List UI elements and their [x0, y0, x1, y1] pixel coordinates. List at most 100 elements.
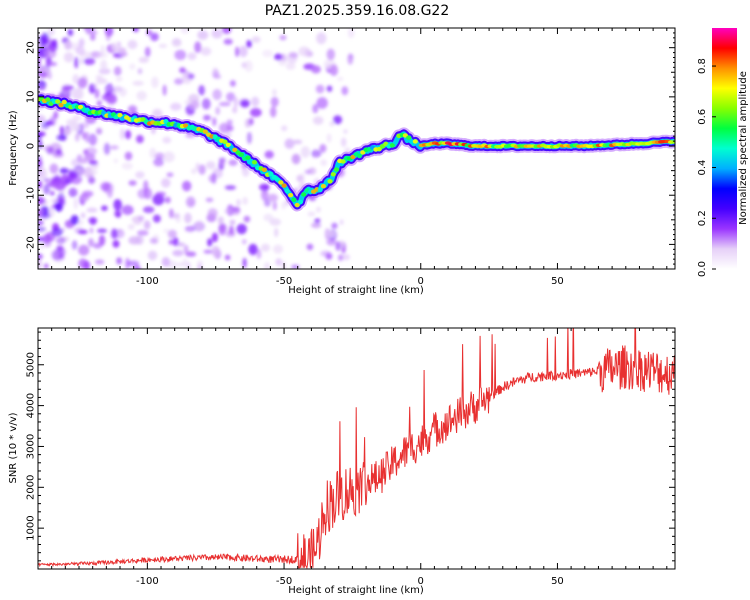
noise-blob — [137, 68, 143, 75]
noise-blob — [348, 54, 354, 60]
noise-blob — [215, 106, 221, 116]
noise-blob — [248, 243, 258, 256]
spectrogram-noise — [38, 28, 355, 269]
noise-blob — [78, 244, 90, 256]
noise-blob — [59, 167, 69, 174]
spectrogram-y-tick-label: 10 — [26, 90, 37, 103]
noise-blob — [312, 116, 324, 125]
noise-blob — [113, 158, 119, 164]
noise-blob — [263, 262, 271, 269]
noise-blob — [246, 40, 252, 48]
snr-x-tick-label: -50 — [276, 576, 292, 587]
ridge-peak — [389, 143, 395, 148]
noise-blob — [244, 60, 253, 72]
noise-blob — [149, 237, 158, 244]
snr-x-tick-label: 0 — [418, 576, 424, 587]
noise-blob — [119, 51, 128, 57]
noise-blob — [79, 57, 84, 65]
noise-blob — [121, 162, 133, 170]
noise-blob — [85, 30, 98, 35]
noise-blob — [326, 48, 335, 61]
spectrogram-x-tick-label: 50 — [551, 276, 564, 287]
noise-blob — [38, 48, 43, 56]
noise-blob — [68, 168, 74, 178]
colorbar-tick-label: 0.8 — [697, 58, 708, 74]
noise-blob — [127, 260, 140, 267]
noise-blob — [226, 92, 236, 102]
colorbar: 0.0 0.2 0.4 0.6 0.8 Normalized spectral ampl… — [697, 28, 749, 277]
ridge-peak — [61, 99, 67, 105]
noise-blob — [74, 56, 79, 69]
noise-blob — [38, 208, 44, 217]
noise-blob — [316, 206, 321, 213]
noise-blob — [274, 227, 279, 238]
noise-blob — [185, 196, 196, 208]
noise-blob — [228, 159, 238, 167]
ridge-peak — [317, 187, 323, 192]
noise-blob — [75, 46, 85, 55]
noise-blob — [203, 249, 213, 254]
noise-blob — [151, 76, 159, 89]
noise-blob — [63, 52, 74, 63]
noise-blob — [186, 261, 191, 269]
noise-blob — [172, 249, 184, 257]
noise-blob — [315, 84, 325, 94]
noise-blob — [127, 224, 135, 230]
noise-blob — [316, 32, 327, 45]
noise-blob — [184, 212, 192, 224]
noise-blob — [235, 46, 240, 58]
noise-blob — [208, 174, 217, 183]
ridge-peak — [376, 146, 382, 152]
ridge-peak — [163, 119, 169, 124]
noise-blob — [243, 215, 251, 223]
noise-blob — [172, 237, 179, 247]
noise-blob — [71, 88, 84, 100]
noise-blob — [38, 226, 46, 232]
noise-blob — [77, 77, 88, 89]
ridge-peak — [274, 177, 281, 182]
noise-blob — [218, 223, 226, 236]
noise-blob — [176, 242, 185, 247]
ridge-peak — [350, 154, 356, 160]
noise-blob — [89, 217, 97, 226]
colorbar-tick-label: 0.2 — [697, 210, 708, 226]
snr-y-tick-label: 3000 — [26, 434, 37, 459]
noise-blob — [51, 183, 57, 189]
noise-blob — [212, 66, 218, 74]
noise-blob — [296, 174, 304, 182]
snr-series-line — [38, 328, 675, 569]
noise-blob — [143, 206, 155, 214]
noise-blob — [59, 125, 65, 135]
noise-blob — [246, 131, 252, 144]
ridge-peak — [333, 167, 340, 172]
noise-blob — [212, 89, 222, 101]
noise-blob — [166, 172, 174, 178]
noise-blob — [272, 201, 277, 211]
noise-blob — [340, 137, 347, 147]
noise-blob — [341, 86, 349, 96]
noise-blob — [90, 33, 96, 41]
noise-blob — [236, 223, 247, 235]
noise-blob — [38, 167, 48, 179]
noise-blob — [203, 114, 211, 121]
noise-blob — [100, 182, 111, 192]
noise-blob — [56, 198, 63, 203]
noise-blob — [86, 207, 98, 213]
noise-blob — [138, 56, 149, 64]
noise-blob — [224, 254, 231, 261]
ridge-peak — [245, 155, 251, 160]
noise-blob — [218, 101, 231, 107]
noise-blob — [201, 98, 211, 110]
noise-blob — [179, 67, 186, 74]
noise-blob — [222, 28, 232, 35]
noise-blob — [77, 229, 88, 235]
noise-blob — [143, 187, 153, 200]
noise-blob — [62, 85, 74, 90]
noise-blob — [105, 30, 111, 42]
noise-blob — [75, 134, 80, 142]
snr-x-tick-label: 50 — [551, 576, 564, 587]
noise-blob — [88, 133, 98, 146]
spectrogram-y-label: Frequency (Hz) — [8, 110, 19, 186]
spectrogram-x-tick-label: 0 — [418, 276, 424, 287]
